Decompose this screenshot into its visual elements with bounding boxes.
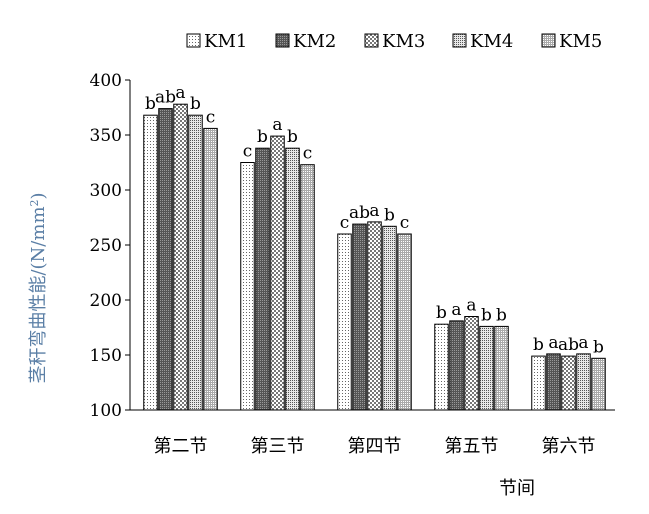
bar-km5-5 — [591, 357, 606, 411]
significance-letter: b — [593, 337, 604, 357]
legend-label-km3: KM3 — [382, 31, 425, 52]
significance-letter: b — [436, 303, 447, 323]
significance-letter: c — [243, 142, 253, 162]
bar-km3-4 — [464, 316, 479, 411]
x-tick-label: 第六节 — [542, 436, 596, 457]
y-tick-label: 350 — [90, 126, 122, 146]
significance-letter: a — [451, 300, 461, 320]
significance-letter: b — [481, 305, 492, 325]
legend-swatch-km2 — [275, 33, 290, 48]
significance-letter: ab — [155, 88, 176, 108]
significance-letter: ab — [558, 335, 579, 355]
legend-label-km2: KM2 — [293, 31, 336, 52]
significance-letter: a — [369, 201, 379, 221]
legend-label-km4: KM4 — [470, 31, 513, 52]
y-tick-label: 150 — [90, 346, 122, 366]
significance-letter: a — [548, 333, 558, 353]
significance-letter: a — [466, 296, 476, 316]
bar-km4-5 — [576, 353, 591, 411]
x-axis-label: 节间 — [499, 478, 535, 499]
bar-km5-1 — [203, 127, 218, 411]
significance-letter: b — [287, 127, 298, 147]
y-axis-label: 茎秆弯曲性能/(N/mm2) — [28, 192, 50, 383]
significance-letter: b — [384, 205, 395, 225]
legend-swatch-km5 — [541, 33, 556, 48]
significance-letter: c — [400, 213, 410, 233]
legend-label-km1: KM1 — [204, 31, 247, 52]
x-tick-label: 第四节 — [348, 436, 402, 457]
bar-km2-1 — [158, 108, 173, 411]
y-ticks: 100 150 200 250 300 350 400 — [90, 71, 130, 421]
y-tick-label: 400 — [90, 71, 122, 91]
bar-km4-2 — [285, 147, 300, 411]
bar-km1-1 — [143, 114, 158, 411]
bar-km2-3 — [352, 223, 367, 411]
x-tick-label: 第五节 — [445, 436, 499, 457]
significance-letter: c — [340, 213, 350, 233]
bar-km5-3 — [397, 233, 412, 411]
legend-swatch-km3 — [364, 33, 379, 48]
legend: KM1 KM2 KM3 KM4 KM5 — [186, 31, 602, 52]
bar-km3-1 — [173, 103, 188, 411]
x-ticks: 第二节 第三节 第四节 第五节 第六节 — [154, 436, 596, 457]
y-tick-label: 250 — [90, 236, 122, 256]
bar-km5-4 — [494, 325, 509, 411]
significance-letter: b — [496, 305, 507, 325]
bar-km1-5 — [531, 355, 546, 411]
bar-km2-5 — [546, 353, 561, 411]
significance-letter: a — [175, 83, 185, 103]
y-tick-label: 100 — [90, 401, 122, 421]
bar-km5-2 — [300, 164, 315, 411]
bars — [143, 103, 606, 411]
x-tick-label: 第三节 — [251, 436, 305, 457]
legend-swatch-km1 — [186, 33, 201, 48]
bar-km4-4 — [479, 325, 494, 411]
significance-letter: ab — [349, 203, 370, 223]
bar-km1-2 — [240, 162, 255, 411]
significance-letter: c — [303, 144, 313, 164]
y-axis-label-close: ) — [28, 192, 49, 199]
bar-km1-3 — [337, 233, 352, 411]
bar-km3-2 — [270, 135, 285, 411]
legend-swatch-km4 — [452, 33, 467, 48]
significance-letter: b — [257, 127, 268, 147]
bar-km2-2 — [255, 147, 270, 411]
bar-km2-4 — [449, 320, 464, 411]
significance-letter: c — [206, 107, 216, 127]
bar-km1-4 — [434, 323, 449, 411]
significance-letter: a — [272, 115, 282, 135]
significance-letter: b — [533, 335, 544, 355]
significance-letter: a — [578, 333, 588, 353]
y-tick-label: 200 — [90, 291, 122, 311]
bar-km3-5 — [561, 355, 576, 411]
y-axis-label-sup: 2 — [28, 199, 41, 206]
significance-letter: b — [190, 94, 201, 114]
legend-label-km5: KM5 — [559, 31, 602, 52]
x-tick-label: 第二节 — [154, 436, 208, 457]
bar-km4-3 — [382, 225, 397, 411]
bar-km4-1 — [188, 114, 203, 411]
y-axis-label-main: 茎秆弯曲性能/(N/mm — [28, 206, 49, 383]
significance-letter: b — [145, 94, 156, 114]
bar-km3-3 — [367, 221, 382, 411]
y-tick-label: 300 — [90, 181, 122, 201]
